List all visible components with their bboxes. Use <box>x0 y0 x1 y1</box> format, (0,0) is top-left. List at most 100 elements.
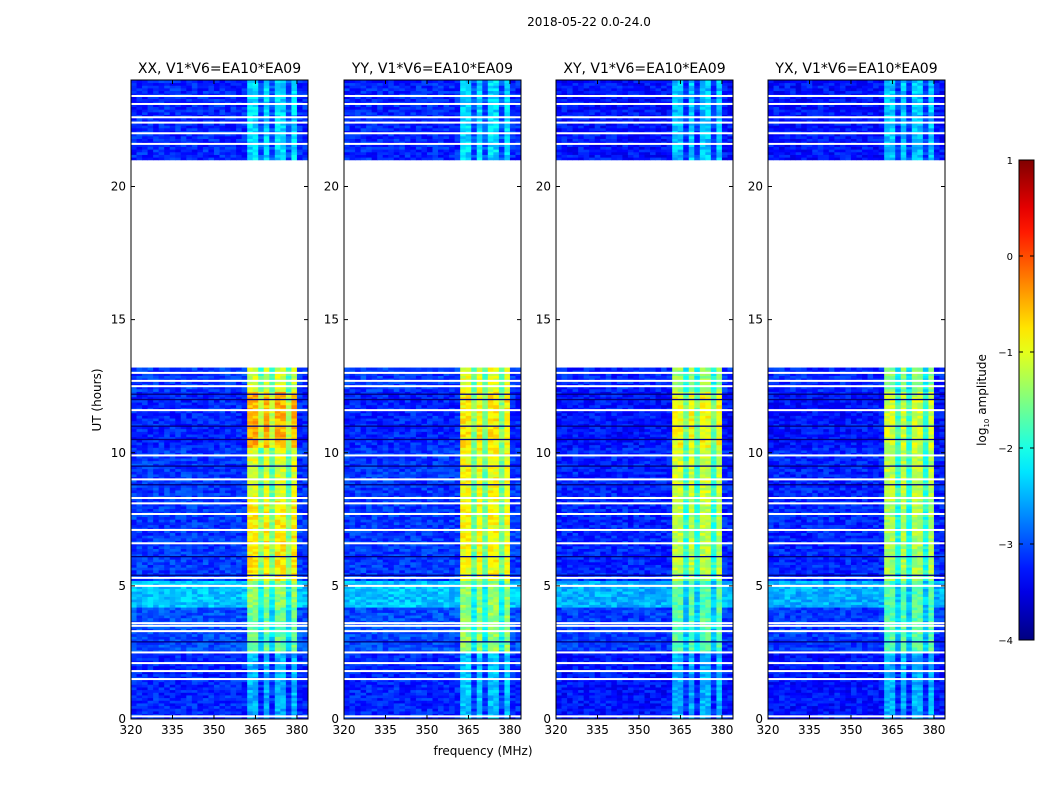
heatmap-cell <box>208 695 215 699</box>
heatmap-cell <box>142 442 148 446</box>
heatmap-cell <box>208 490 215 494</box>
heatmap-cell <box>213 111 220 116</box>
heatmap-cell <box>153 143 160 147</box>
heatmap-cell <box>197 700 204 704</box>
heatmap-cell <box>180 503 187 507</box>
heatmap-cell <box>158 519 165 523</box>
heatmap-cell <box>291 149 298 153</box>
heatmap-cell <box>180 695 187 699</box>
heatmap-cell <box>302 703 309 707</box>
heatmap-cell <box>142 378 148 382</box>
heatmap-cell <box>164 125 171 129</box>
heatmap-cell <box>208 407 215 411</box>
heatmap-cell <box>136 649 143 653</box>
heatmap-cell <box>191 567 198 571</box>
heatmap-cell <box>197 98 204 102</box>
heatmap-cell <box>164 484 171 488</box>
heatmap-cell <box>202 380 209 384</box>
heatmap-cell <box>180 625 187 629</box>
heatmap-cell <box>186 98 193 102</box>
heatmap-cell <box>147 511 154 515</box>
heatmap-cell <box>186 455 193 459</box>
heatmap-cell <box>219 482 226 486</box>
heatmap-cell <box>302 588 309 592</box>
heatmap-cell <box>191 503 198 507</box>
heatmap-cell <box>164 410 171 414</box>
heatmap-cell <box>147 615 154 619</box>
heatmap-cell <box>274 553 281 557</box>
heatmap-cell <box>186 564 193 568</box>
heatmap-cell <box>153 553 160 557</box>
heatmap-cell <box>225 487 231 491</box>
heatmap-cell <box>208 684 215 688</box>
heatmap-cell <box>296 516 303 520</box>
heatmap-cell <box>158 506 165 510</box>
heatmap-cell <box>296 372 303 376</box>
heatmap-cell <box>186 423 193 427</box>
heatmap-cell <box>175 633 182 637</box>
heatmap-cell <box>142 519 148 523</box>
heatmap-cell <box>191 471 198 475</box>
heatmap-cell <box>169 516 176 520</box>
heatmap-cell <box>213 527 220 531</box>
heatmap-cell <box>169 130 176 134</box>
heatmap-cell <box>180 490 187 494</box>
heatmap-cell <box>247 601 254 605</box>
heatmap-cell <box>263 399 270 403</box>
heatmap-cell <box>285 660 292 664</box>
heatmap-cell <box>241 604 248 608</box>
heatmap-cell <box>241 404 248 408</box>
heatmap-cell <box>202 149 209 153</box>
heatmap-cell <box>202 697 209 701</box>
heatmap-cell <box>285 633 292 637</box>
heatmap-cell <box>202 143 209 147</box>
heatmap-cell <box>208 631 215 635</box>
heatmap-cell <box>269 378 276 382</box>
heatmap-cell <box>274 617 281 621</box>
heatmap-cell <box>296 585 303 589</box>
heatmap-cell <box>219 463 226 467</box>
heatmap-cell <box>280 711 287 715</box>
heatmap-cell <box>169 521 176 526</box>
heatmap-cell <box>247 676 254 680</box>
heatmap-cell <box>252 689 259 693</box>
heatmap-cell <box>208 599 215 603</box>
heatmap-cell <box>302 101 309 105</box>
heatmap-cell <box>225 633 231 637</box>
heatmap-cell <box>147 426 154 430</box>
heatmap-cell <box>219 146 226 150</box>
heatmap-cell <box>252 628 259 632</box>
heatmap-cell <box>136 447 143 451</box>
heatmap-cell <box>158 442 165 446</box>
heatmap-cell <box>147 444 154 448</box>
heatmap-cell <box>142 695 148 699</box>
heatmap-cell <box>197 713 204 717</box>
heatmap-cell <box>191 516 198 520</box>
heatmap-cell <box>285 599 292 603</box>
heatmap-cell <box>131 367 137 371</box>
heatmap-cell <box>263 569 270 573</box>
heatmap-cell <box>202 495 209 499</box>
heatmap-cell <box>202 426 209 430</box>
heatmap-cell <box>180 388 187 392</box>
heatmap-cell <box>131 149 137 153</box>
heatmap-cell <box>202 452 209 456</box>
heatmap-cell <box>241 484 248 488</box>
heatmap-cell <box>296 503 303 507</box>
heatmap-cell <box>164 468 171 472</box>
heatmap-cell <box>191 418 198 422</box>
heatmap-cell <box>164 452 171 456</box>
heatmap-cell <box>136 609 143 613</box>
heatmap-cell <box>269 711 276 715</box>
heatmap-cell <box>191 412 198 416</box>
heatmap-cell <box>252 535 259 539</box>
heatmap-cell <box>302 135 309 139</box>
heatmap-cell <box>236 151 243 155</box>
heatmap-cell <box>175 154 182 158</box>
heatmap-cell <box>158 713 165 717</box>
heatmap-cell <box>158 572 165 576</box>
heatmap-cell <box>280 532 287 536</box>
heatmap-cell <box>291 676 298 680</box>
heatmap-cell <box>191 117 198 121</box>
heatmap-cell <box>263 527 270 531</box>
